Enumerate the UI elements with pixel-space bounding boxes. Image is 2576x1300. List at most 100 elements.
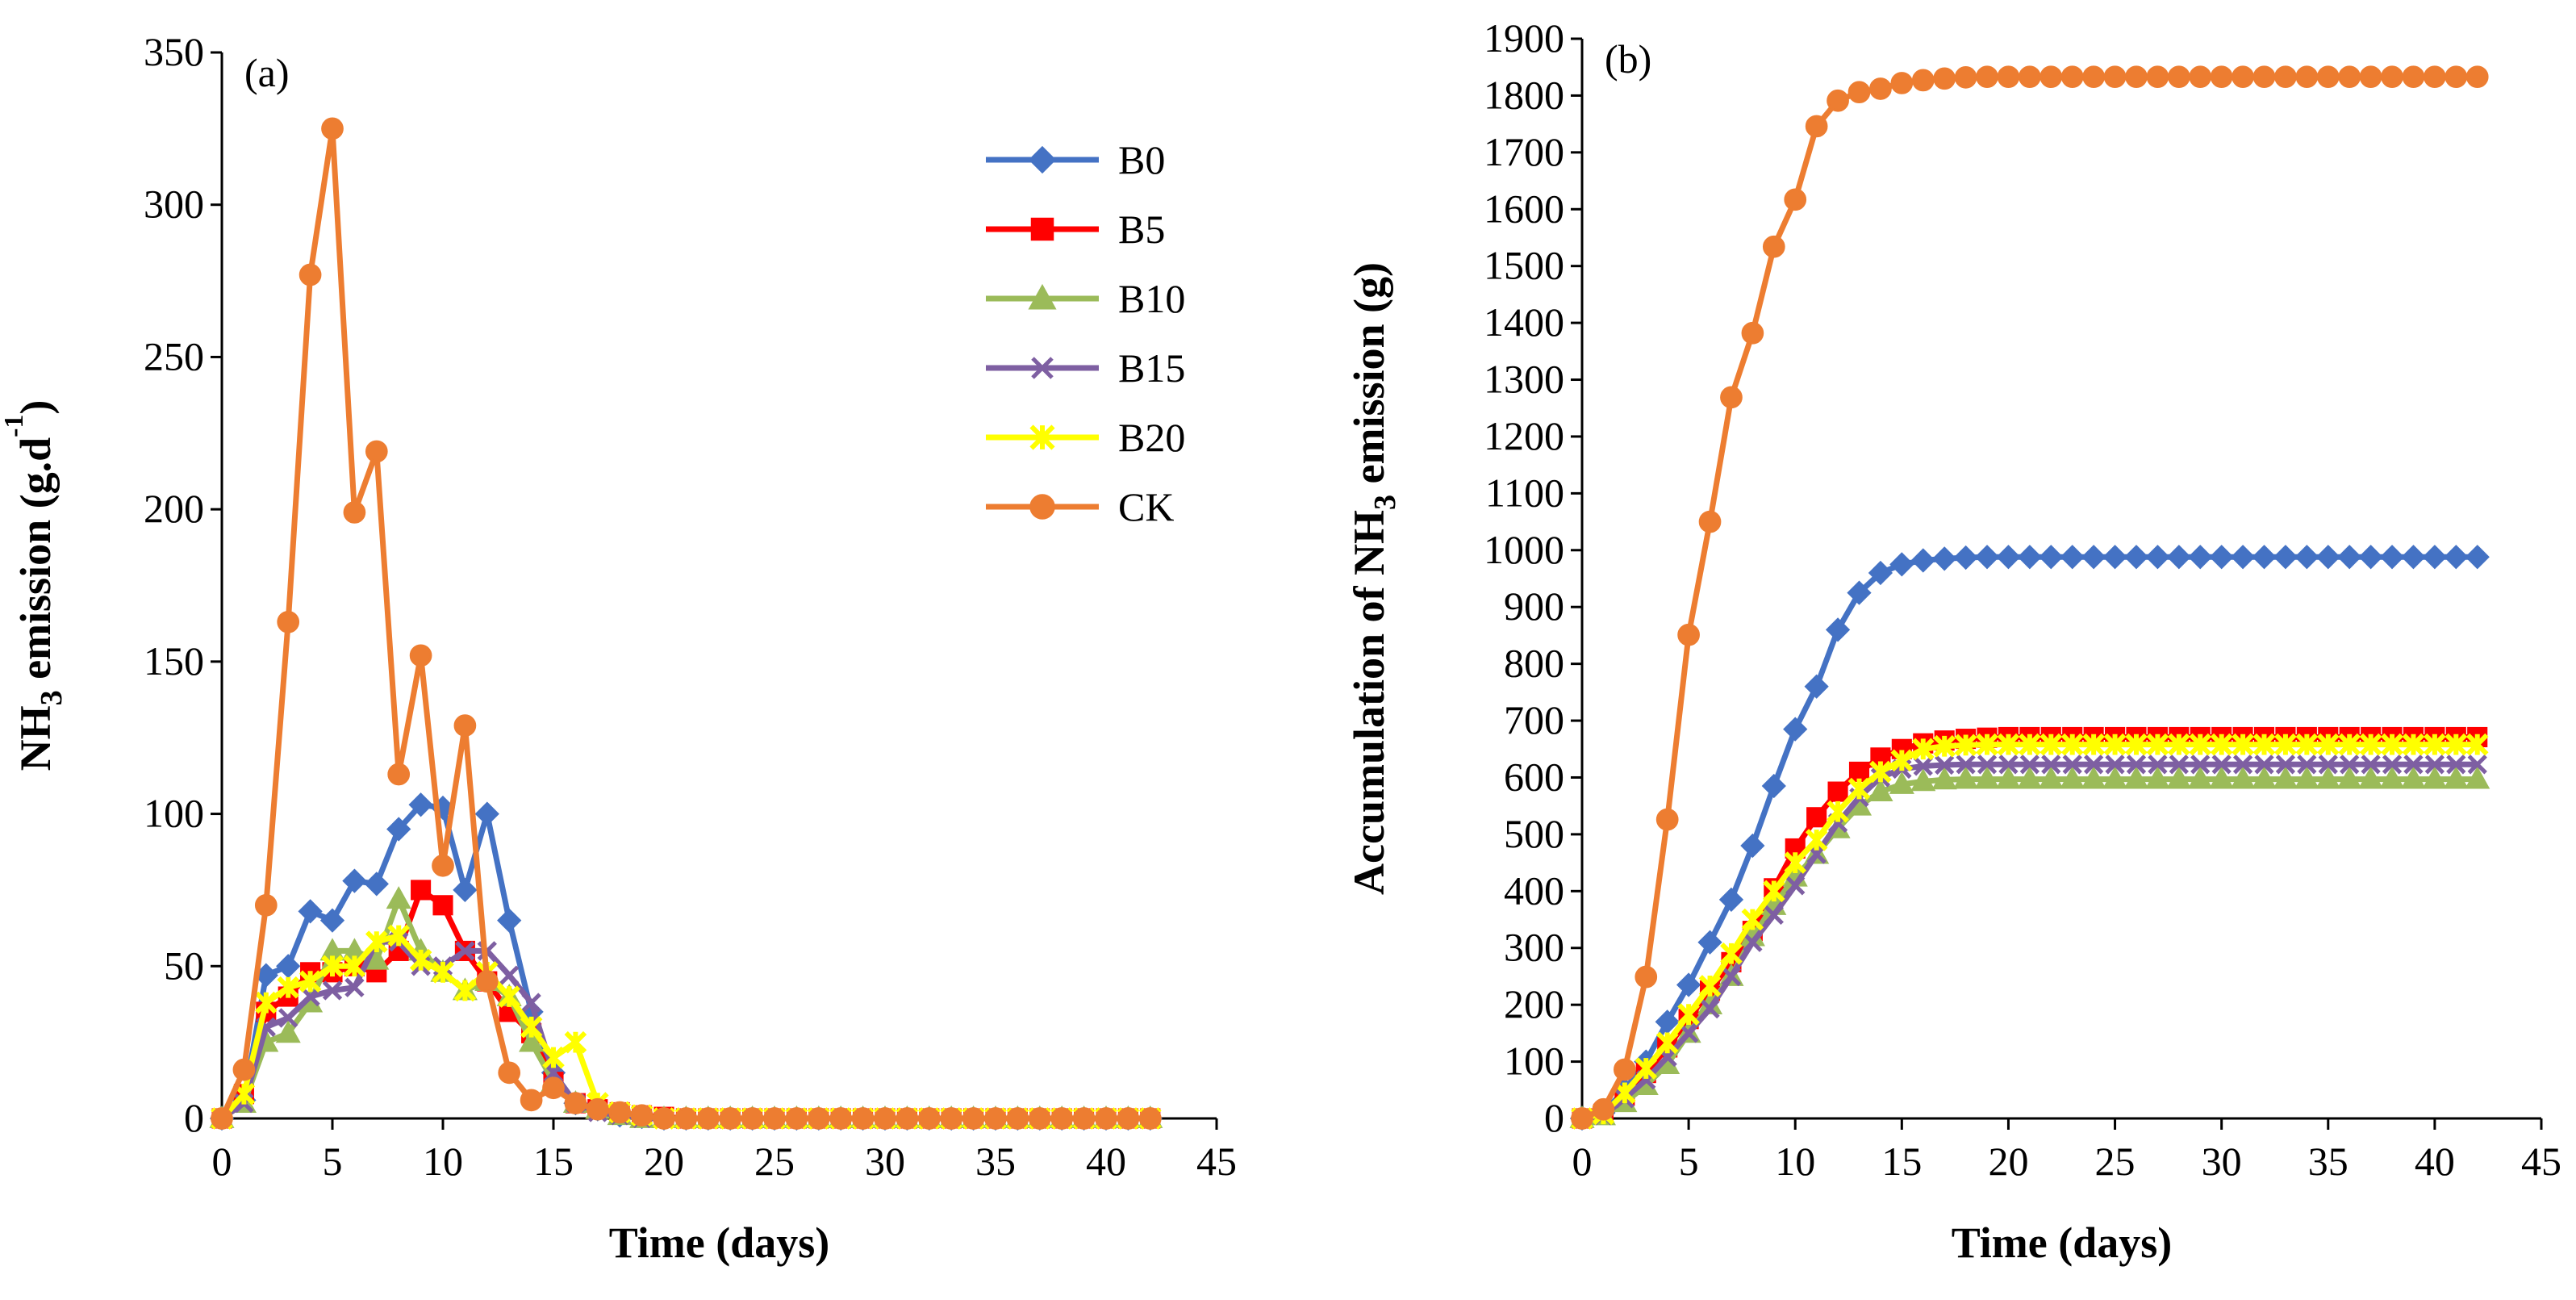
- data-point-CK: [917, 1107, 941, 1130]
- data-point-CK: [1072, 1107, 1096, 1130]
- series-line-B15: [220, 938, 1150, 1122]
- data-point-B15: [521, 993, 541, 1013]
- data-point-B10: [519, 1029, 545, 1052]
- data-point-CK: [1741, 321, 1764, 345]
- legend-marker: [1029, 424, 1055, 450]
- data-point-B0: [386, 817, 411, 842]
- data-point-CK: [321, 117, 344, 140]
- data-point-B20: [2125, 733, 2148, 756]
- x-tick-label: 0: [1572, 1139, 1593, 1184]
- data-point-B5: [1806, 807, 1827, 828]
- data-point-B0: [1889, 552, 1914, 577]
- data-point-B0: [1953, 545, 1978, 571]
- legend-label: CK: [1118, 484, 1174, 529]
- data-point-B10: [2358, 766, 2384, 789]
- data-point-CK: [608, 1101, 632, 1124]
- data-point-CK: [1954, 66, 1977, 89]
- data-point-B0: [408, 792, 433, 817]
- data-point-CK: [232, 1058, 256, 1081]
- series-B20: [211, 924, 1162, 1130]
- y-tick-label: 300: [1504, 925, 1564, 970]
- data-point-B0: [1761, 773, 1786, 799]
- data-point-B0: [2273, 545, 2298, 570]
- data-point-CK: [2189, 65, 2212, 89]
- data-point-B0: [2081, 545, 2106, 570]
- data-point-CK: [2210, 65, 2233, 89]
- data-point-B15: [1956, 755, 1976, 775]
- data-point-CK: [2060, 65, 2084, 89]
- data-point-B0: [2444, 545, 2469, 570]
- data-point-B15: [2211, 755, 2232, 775]
- data-point-CK: [2402, 65, 2425, 89]
- data-point-CK: [2465, 65, 2489, 89]
- data-point-B15: [499, 965, 520, 985]
- data-point-B5: [432, 895, 453, 916]
- data-point-B20: [1976, 733, 1998, 756]
- data-point-CK: [299, 263, 322, 286]
- data-point-CK: [1911, 69, 1935, 92]
- x-tick-label: 45: [2521, 1139, 2561, 1184]
- data-point-CK: [1138, 1107, 1162, 1130]
- data-point-B15: [1977, 755, 1998, 775]
- data-point-CK: [520, 1089, 543, 1112]
- data-point-B15: [2169, 755, 2189, 775]
- panel-label: (b): [1605, 36, 1651, 82]
- data-point-CK: [343, 501, 366, 524]
- x-tick-label: 30: [865, 1139, 905, 1184]
- data-point-B20: [520, 1015, 543, 1039]
- data-point-B10: [2081, 766, 2106, 789]
- x-tick-label: 40: [1086, 1139, 1126, 1184]
- data-point-B15: [2361, 755, 2381, 775]
- data-point-B15: [2105, 755, 2125, 775]
- data-point-CK: [1655, 808, 1679, 831]
- data-point-B15: [1913, 756, 1933, 776]
- data-point-CK: [1890, 72, 1914, 94]
- data-point-B20: [1677, 1003, 1700, 1026]
- data-point-CK: [564, 1092, 587, 1114]
- data-point-B20: [1635, 1057, 1658, 1080]
- data-point-CK: [498, 1061, 521, 1085]
- ylabel-text: emission (g): [1345, 262, 1393, 495]
- data-point-B20: [2252, 733, 2276, 756]
- data-point-B20: [1869, 760, 1892, 784]
- data-point-B10: [2166, 766, 2192, 789]
- data-point-B20: [343, 955, 366, 978]
- legend-label: B0: [1118, 137, 1165, 182]
- data-point-B0: [1974, 545, 2000, 570]
- ylabel-text: emission (g.d: [11, 437, 60, 691]
- data-point-B10: [2379, 766, 2405, 789]
- y-tick-label: 1200: [1484, 413, 1564, 458]
- data-point-B15: [1935, 755, 1955, 775]
- data-point-CK: [1006, 1107, 1029, 1130]
- data-point-CK: [2082, 65, 2105, 89]
- ylabel-text: NH: [11, 705, 60, 771]
- data-point-B0: [2401, 545, 2426, 570]
- data-point-CK: [1869, 77, 1892, 100]
- data-point-CK: [984, 1107, 1007, 1130]
- data-point-CK: [1677, 623, 1700, 646]
- data-point-B0: [1804, 674, 1829, 699]
- ylabel-superscript: -1: [0, 415, 29, 437]
- data-point-CK: [1698, 510, 1722, 533]
- data-point-CK: [432, 854, 454, 877]
- data-point-B20: [365, 930, 388, 953]
- data-point-B10: [2144, 766, 2170, 789]
- y-tick-label: 0: [1544, 1095, 1564, 1140]
- data-point-B20: [2381, 733, 2403, 756]
- data-point-B10: [2294, 766, 2319, 789]
- data-point-B5: [411, 880, 432, 901]
- data-point-B15: [2232, 755, 2253, 775]
- data-point-CK: [542, 1076, 565, 1100]
- series-line-B0: [1581, 554, 2478, 1122]
- data-point-B10: [1995, 766, 2021, 789]
- series-B5: [211, 880, 1161, 1129]
- data-point-CK: [2252, 65, 2276, 89]
- series-line-B5: [219, 887, 1150, 1122]
- data-point-B10: [2422, 766, 2448, 789]
- x-tick-label: 25: [754, 1139, 795, 1184]
- data-point-B20: [409, 948, 432, 972]
- data-point-CK: [1762, 235, 1785, 258]
- data-point-B15: [2340, 755, 2360, 775]
- y-tick-label: 600: [1504, 754, 1564, 799]
